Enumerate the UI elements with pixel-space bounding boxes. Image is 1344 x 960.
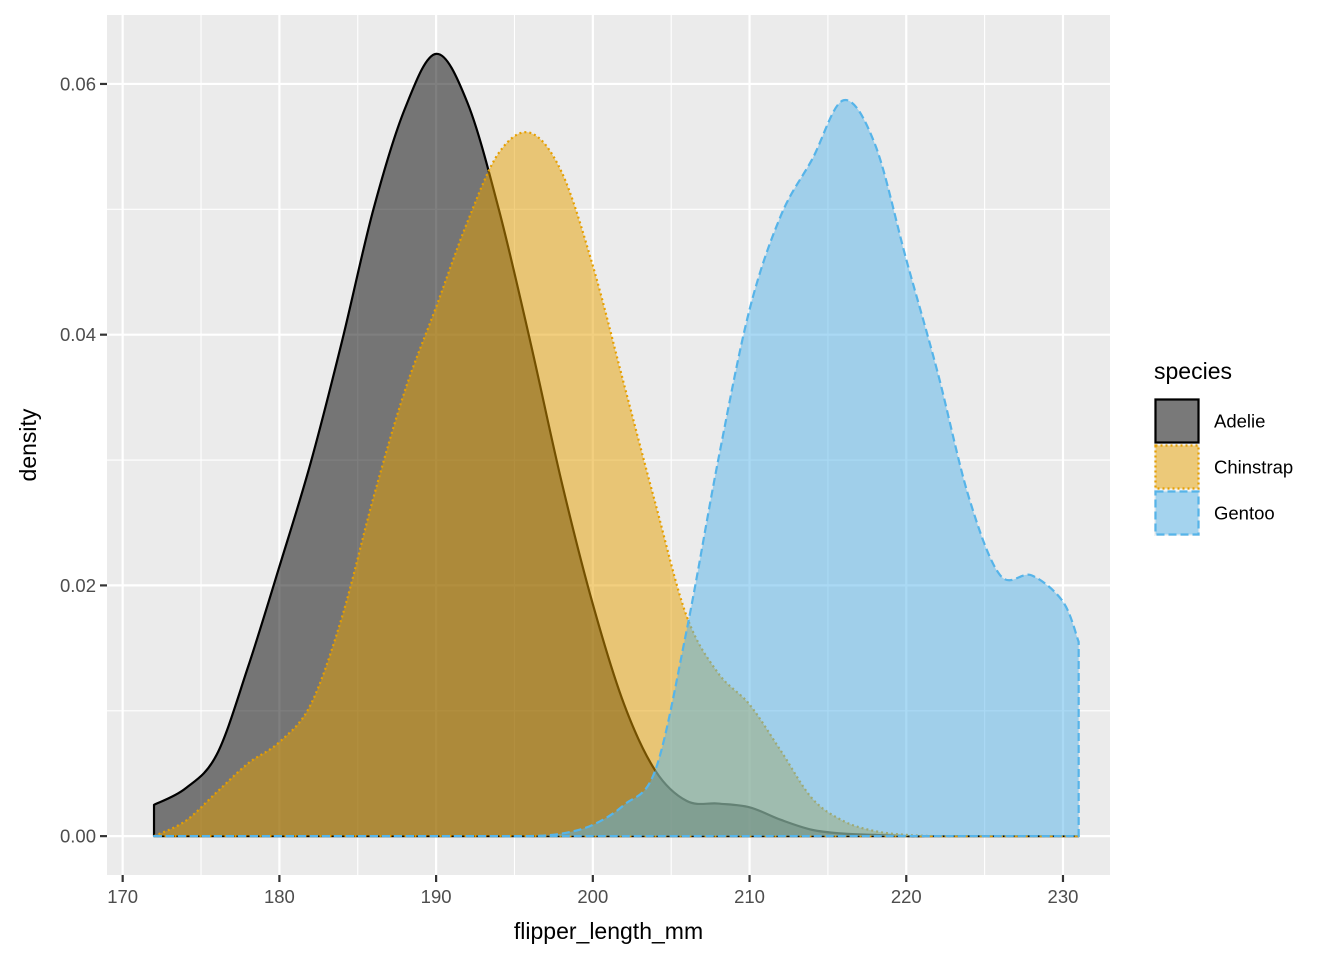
legend-label-gentoo: Gentoo xyxy=(1214,503,1275,524)
y-axis-title: density xyxy=(15,408,41,481)
legend-item-adelie: Adelie xyxy=(1154,398,1265,444)
legend-title: species xyxy=(1154,358,1232,384)
density-areas xyxy=(152,52,1080,838)
y-tick-label: 0.00 xyxy=(60,826,96,847)
legend-key-adelie xyxy=(1154,398,1200,444)
legend-label-chinstrap: Chinstrap xyxy=(1214,457,1293,478)
y-tick-label: 0.06 xyxy=(60,73,96,94)
x-tick-label: 210 xyxy=(734,886,765,907)
y-axis: 0.00 0.02 0.04 0.06 xyxy=(60,73,107,847)
x-tick-label: 170 xyxy=(107,886,138,907)
density-area-gentoo xyxy=(154,100,1079,837)
x-tick-label: 190 xyxy=(421,886,452,907)
legend-key-chinstrap xyxy=(1154,444,1200,490)
x-axis-title: flipper_length_mm xyxy=(514,918,703,944)
y-tick-label: 0.02 xyxy=(60,575,96,596)
x-axis: 170 180 190 200 210 220 230 xyxy=(107,875,1078,907)
legend-item-chinstrap: Chinstrap xyxy=(1154,444,1293,490)
x-tick-label: 220 xyxy=(891,886,922,907)
legend: species Adelie Chinstrap Gentoo xyxy=(1154,358,1293,536)
x-tick-label: 200 xyxy=(577,886,608,907)
density-outline-gentoo xyxy=(152,99,1080,838)
legend-item-gentoo: Gentoo xyxy=(1154,490,1275,536)
y-tick-label: 0.04 xyxy=(60,324,96,345)
x-tick-label: 180 xyxy=(264,886,295,907)
density-area-chinstrap xyxy=(154,132,1079,837)
legend-label-adelie: Adelie xyxy=(1214,411,1265,432)
x-tick-label: 230 xyxy=(1048,886,1079,907)
legend-key-gentoo xyxy=(1154,490,1200,536)
